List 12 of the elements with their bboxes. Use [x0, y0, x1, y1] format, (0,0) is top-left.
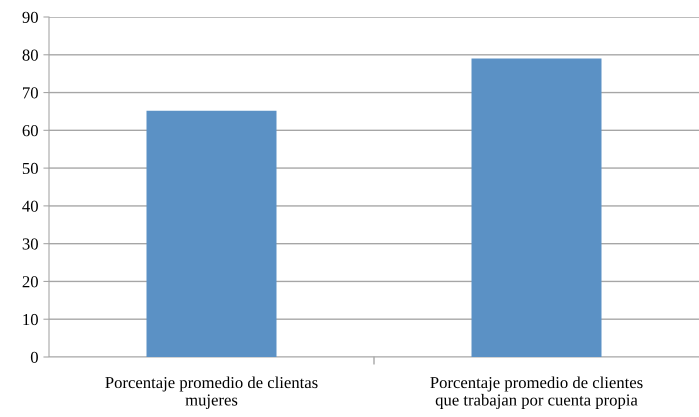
y-tick-label: 40 — [22, 200, 38, 212]
y-tick-label: 60 — [22, 125, 38, 136]
y-tick-label: 0 — [30, 352, 38, 363]
y-tick-label: 30 — [22, 238, 38, 250]
y-tick-label: 50 — [22, 162, 38, 174]
y-tick-label: 90 — [22, 12, 38, 23]
y-tick-label: 70 — [23, 87, 38, 98]
y-tick-label: 80 — [22, 49, 38, 61]
y-tick-label: 10 — [23, 314, 38, 326]
y-tick-label: 20 — [22, 276, 38, 288]
x-tick-label: Porcentaje promedio de clientes que trabajan por cuenta propia — [430, 376, 643, 409]
x-tick-label: Porcentaje promedio de clientas mujeres — [105, 376, 318, 409]
